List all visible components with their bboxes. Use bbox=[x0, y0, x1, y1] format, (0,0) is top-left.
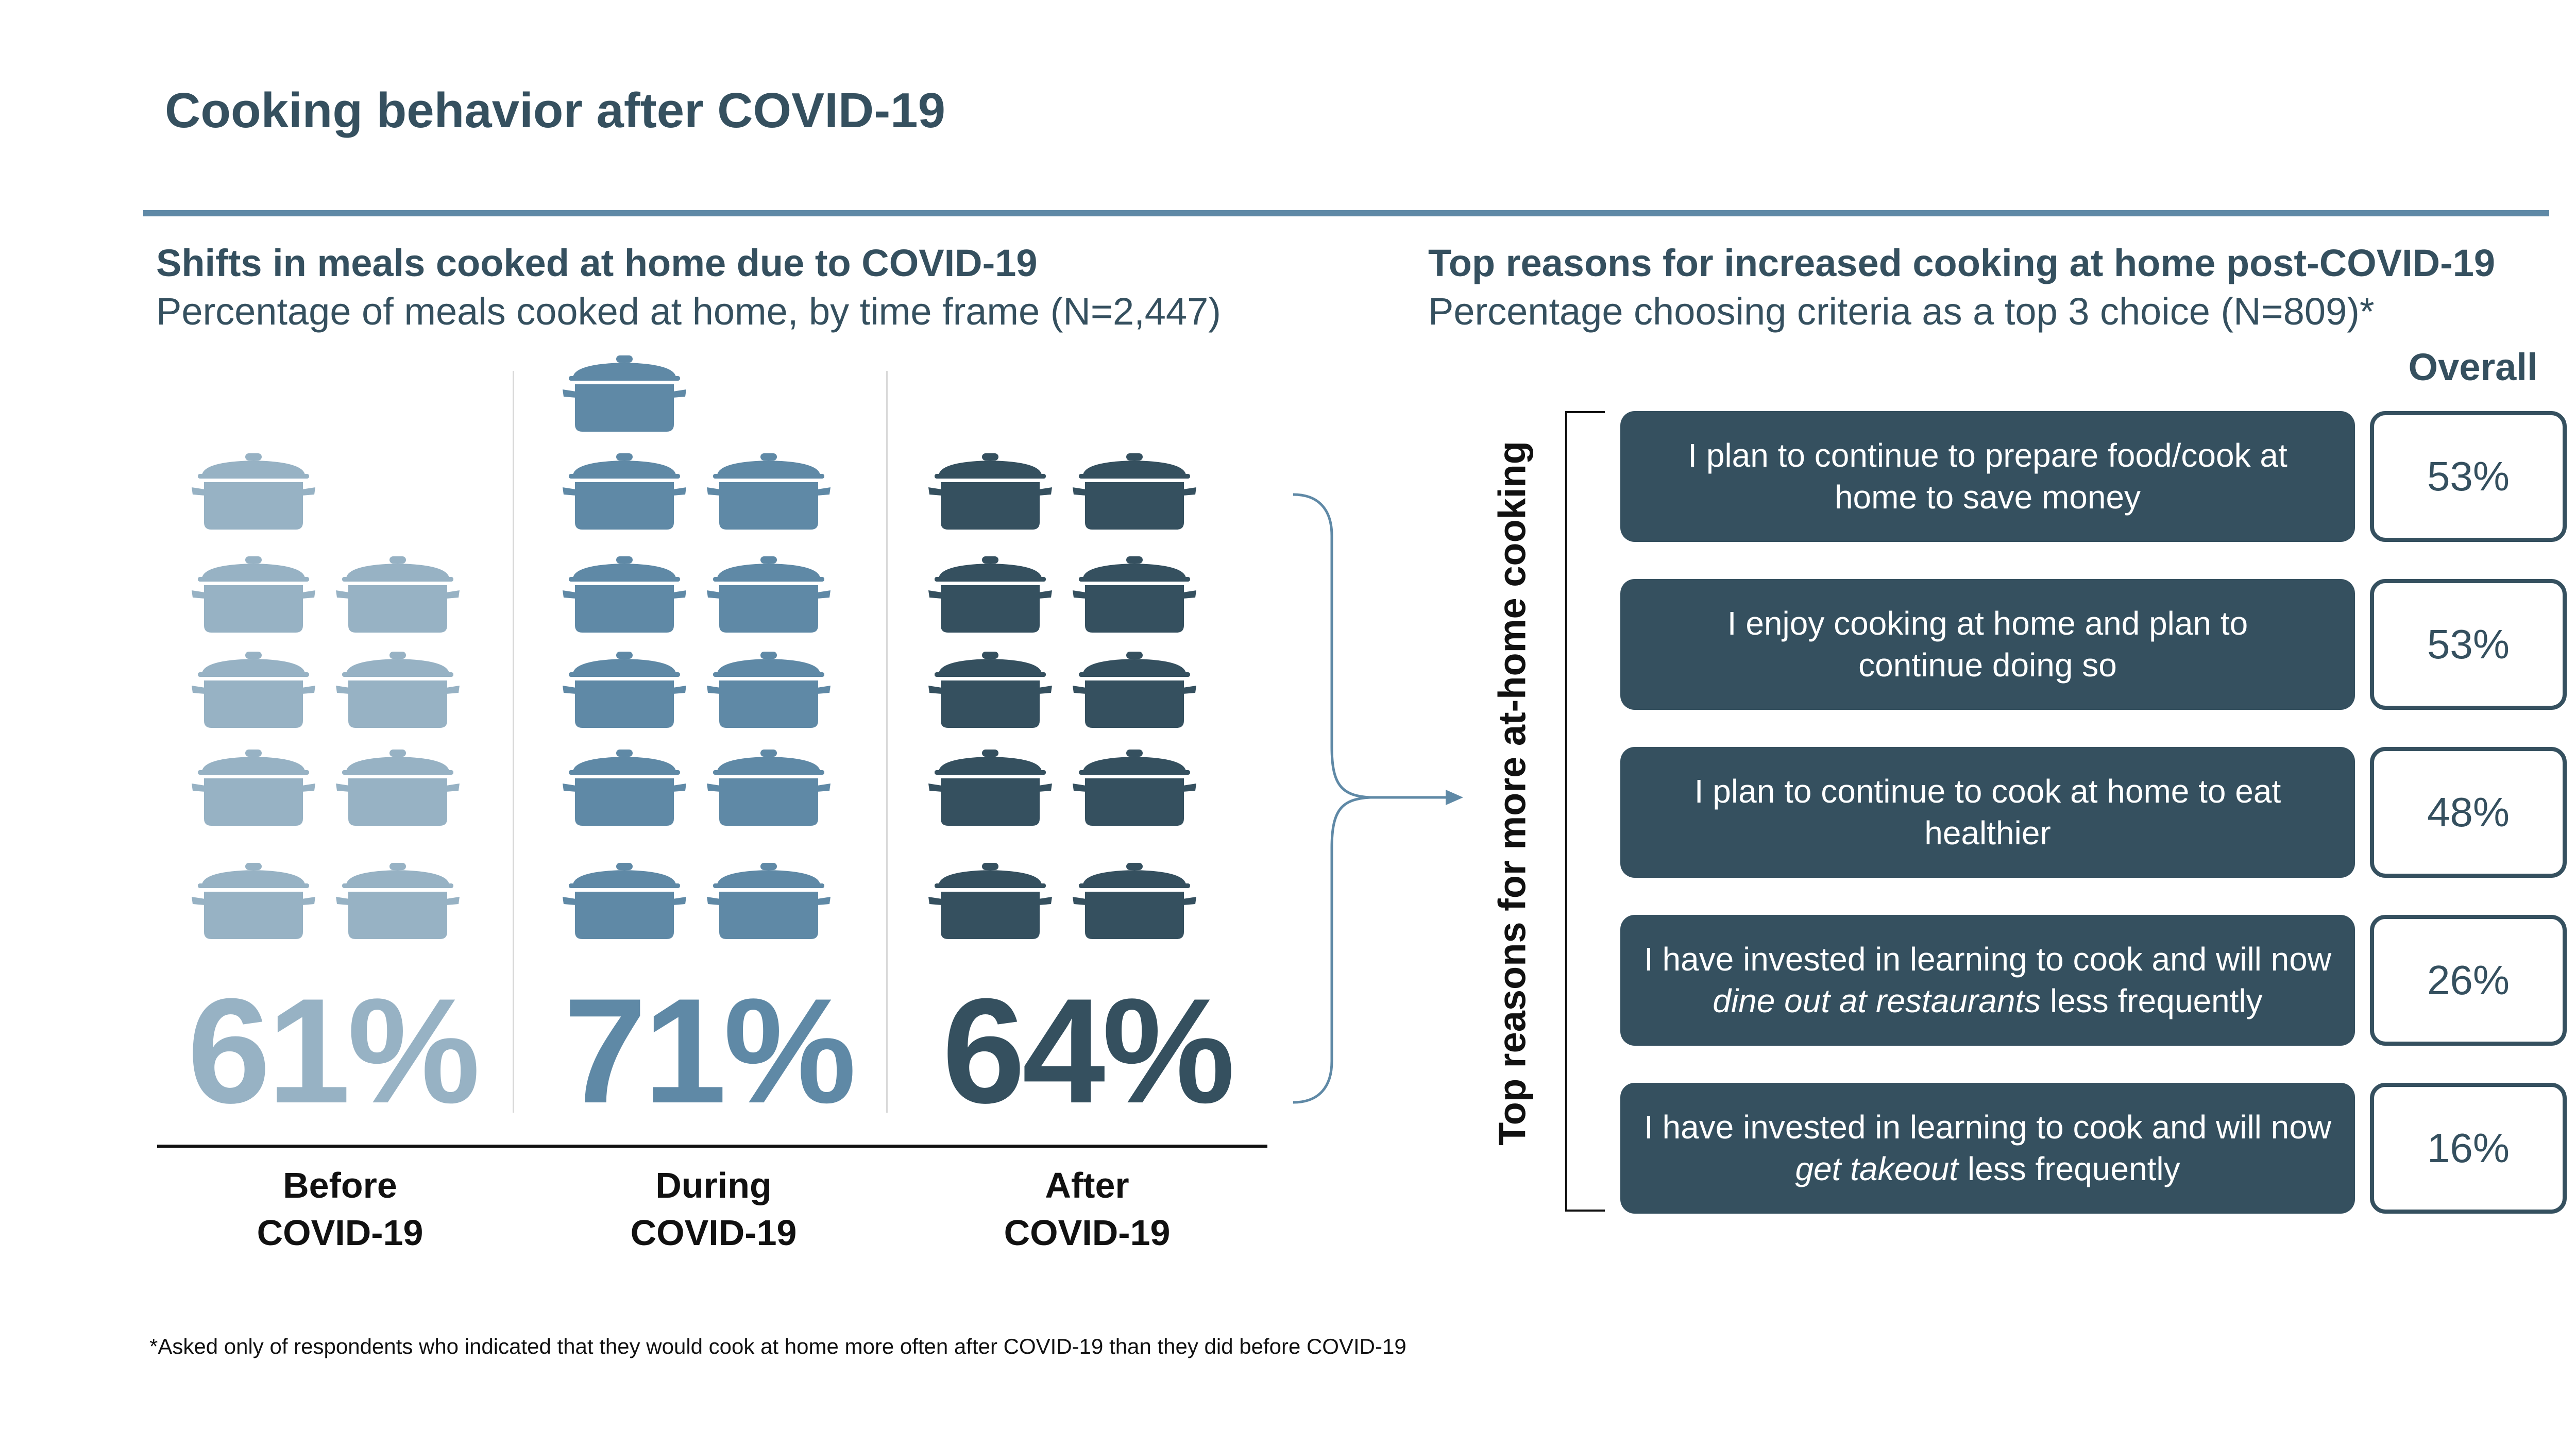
reason-emphasis: get takeout bbox=[1795, 1150, 1959, 1187]
column-separator bbox=[513, 371, 514, 1113]
reason-line: home to save money bbox=[1834, 479, 2141, 516]
reason-label: I have invested in learning to cook and … bbox=[1620, 915, 2355, 1046]
cooking-pot-icon bbox=[706, 453, 832, 531]
x-axis-line bbox=[157, 1145, 1267, 1148]
footnote: *Asked only of respondents who indicated… bbox=[149, 1334, 1406, 1358]
cooking-pot-icon bbox=[706, 652, 832, 729]
reason-emphasis: dine out at restaurants bbox=[1713, 982, 2041, 1019]
cooking-pot-icon bbox=[927, 556, 1053, 634]
overall-column-header: Overall bbox=[2408, 346, 2538, 388]
cooking-pot-icon bbox=[562, 750, 687, 827]
reason-line: I have invested in learning to cook and … bbox=[1643, 1108, 2332, 1146]
reason-line: I plan to continue to prepare food/cook … bbox=[1688, 436, 2287, 474]
cooking-pot-icon bbox=[191, 750, 316, 827]
cooking-pot-icon bbox=[191, 453, 316, 531]
cooking-pot-icon bbox=[562, 556, 687, 634]
cooking-pot-icon bbox=[927, 652, 1053, 729]
reason-label: I have invested in learning to cook and … bbox=[1620, 1083, 2355, 1214]
overall-value: 53% bbox=[2370, 411, 2567, 542]
category-label: Before COVID-19 bbox=[185, 1162, 495, 1257]
category-label-line: COVID-19 bbox=[1004, 1213, 1171, 1253]
reason-label: I enjoy cooking at home and plan to conti… bbox=[1620, 579, 2355, 710]
category-label: During COVID-19 bbox=[559, 1162, 868, 1257]
cooking-pot-icon bbox=[1072, 652, 1197, 729]
cooking-pot-icon bbox=[335, 750, 461, 827]
cooking-pot-icon bbox=[562, 355, 687, 433]
left-panel-heading: Shifts in meals cooked at home due to CO… bbox=[156, 242, 1038, 284]
reason-label: I plan to continue to prepare food/cook … bbox=[1620, 411, 2355, 542]
overall-value: 48% bbox=[2370, 747, 2567, 878]
reasons-bracket bbox=[1565, 411, 1605, 1212]
category-label-line: COVID-19 bbox=[630, 1213, 797, 1253]
reason-label: I plan to continue to cook at home to ea… bbox=[1620, 747, 2355, 878]
cooking-pot-icon bbox=[562, 652, 687, 729]
cooking-pot-icon bbox=[927, 750, 1053, 827]
title-divider bbox=[143, 210, 2549, 216]
cooking-pot-icon bbox=[335, 863, 461, 940]
cooking-pot-icon bbox=[927, 453, 1053, 531]
cooking-pot-icon bbox=[1072, 556, 1197, 634]
left-panel-subheading: Percentage of meals cooked at home, by t… bbox=[156, 290, 1221, 333]
cooking-pot-icon bbox=[706, 863, 832, 940]
reason-line: I have invested in learning to cook and … bbox=[1643, 940, 2332, 978]
arrow-head bbox=[1446, 790, 1463, 805]
category-label: After COVID-19 bbox=[933, 1162, 1242, 1257]
value-label: 71% bbox=[563, 967, 856, 1134]
overall-value: 53% bbox=[2370, 579, 2567, 710]
page-title: Cooking behavior after COVID-19 bbox=[165, 83, 945, 138]
right-panel-subheading: Percentage choosing criteria as a top 3 … bbox=[1428, 290, 2375, 333]
cooking-pot-icon bbox=[562, 863, 687, 940]
cooking-pot-icon bbox=[1072, 863, 1197, 940]
category-label-line: Before bbox=[283, 1165, 397, 1205]
curly-brace bbox=[1293, 493, 1371, 1104]
right-panel-heading: Top reasons for increased cooking at hom… bbox=[1428, 242, 2496, 284]
cooking-pot-icon bbox=[927, 863, 1053, 940]
category-label-line: COVID-19 bbox=[257, 1213, 423, 1253]
category-label-line: During bbox=[655, 1165, 772, 1205]
reason-line: get takeout less frequently bbox=[1795, 1150, 2180, 1187]
overall-value: 16% bbox=[2370, 1083, 2567, 1214]
cooking-pot-icon bbox=[191, 652, 316, 729]
reason-line: I enjoy cooking at home and plan to bbox=[1727, 604, 2248, 642]
category-label-line: After bbox=[1045, 1165, 1129, 1205]
reason-line: healthier bbox=[1924, 814, 2051, 852]
reason-line: dine out at restaurants less frequently bbox=[1713, 982, 2263, 1019]
reason-line: I plan to continue to cook at home to ea… bbox=[1694, 772, 2281, 810]
cooking-pot-icon bbox=[1072, 453, 1197, 531]
value-label: 61% bbox=[187, 967, 480, 1134]
vertical-axis-label: Top reasons for more at-home cooking bbox=[1490, 441, 1534, 1146]
cooking-pot-icon bbox=[335, 652, 461, 729]
cooking-pot-icon bbox=[706, 750, 832, 827]
value-label: 64% bbox=[942, 967, 1235, 1134]
column-separator bbox=[886, 371, 888, 1113]
cooking-pot-icon bbox=[1072, 750, 1197, 827]
reason-line: continue doing so bbox=[1858, 646, 2117, 684]
cooking-pot-icon bbox=[191, 556, 316, 634]
cooking-pot-icon bbox=[191, 863, 316, 940]
cooking-pot-icon bbox=[335, 556, 461, 634]
cooking-pot-icon bbox=[706, 556, 832, 634]
cooking-pot-icon bbox=[562, 453, 687, 531]
overall-value: 26% bbox=[2370, 915, 2567, 1046]
